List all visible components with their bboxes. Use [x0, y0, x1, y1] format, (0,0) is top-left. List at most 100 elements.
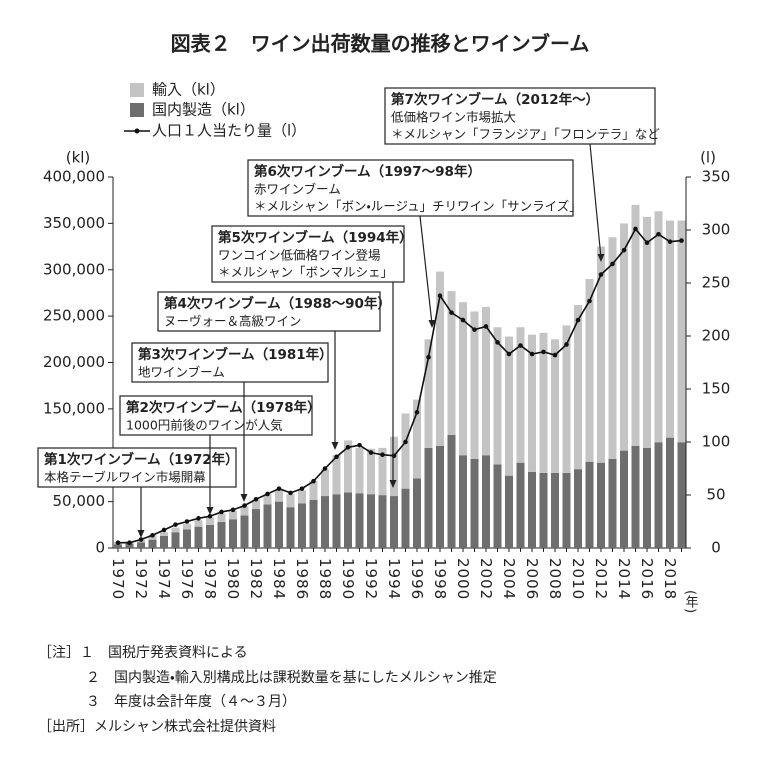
bar: [171, 532, 180, 548]
y2-tick-label: 150: [702, 380, 731, 398]
bar: [263, 504, 272, 548]
bar: [194, 526, 203, 548]
y-tick-label: 400,000: [43, 168, 105, 186]
bar: [562, 472, 571, 548]
annotation-text: ＊メルシャン「ボン・ルージュ」チリワイン「サンライズ」: [254, 199, 582, 214]
bar: [332, 494, 341, 548]
bar: [585, 279, 594, 462]
line-point: [380, 452, 385, 458]
x-unit: (年): [683, 590, 699, 613]
bar: [631, 204, 640, 446]
annotation-box: [211, 225, 405, 283]
line-point: [311, 478, 316, 484]
annotation-box: [119, 395, 313, 436]
bar: [286, 507, 295, 548]
line-point: [495, 340, 500, 345]
line-point: [667, 239, 673, 244]
annotation-title: 第2次ワインブーム（1978年）: [126, 399, 321, 416]
x-tick-label: 2004: [500, 558, 518, 600]
bar: [171, 527, 180, 533]
x-tick-label: 1980: [224, 558, 242, 600]
legend-label: 国内製造（kl）: [152, 101, 255, 119]
bar: [309, 499, 318, 548]
x-tick-label: 1986: [293, 558, 311, 600]
line-point: [575, 317, 581, 323]
bar: [585, 461, 594, 548]
y-tick-label: 150,000: [43, 399, 105, 417]
x-tick-label: 2010: [569, 558, 587, 600]
line-point: [449, 310, 454, 315]
y-tick-label: 0: [95, 539, 105, 557]
bar: [160, 535, 168, 548]
annotation-arrowhead: [206, 507, 214, 515]
y-tick-label: 50,000: [53, 492, 106, 510]
line-point: [610, 261, 615, 267]
bar: [505, 475, 513, 548]
bar: [493, 464, 502, 548]
bar: [344, 492, 352, 548]
line-point: [518, 343, 523, 348]
line-point: [161, 527, 167, 533]
bar: [355, 447, 364, 494]
x-tick-label: 1976: [178, 558, 196, 600]
x-tick-label: 1992: [362, 558, 380, 600]
line-point: [414, 410, 420, 415]
bar: [217, 522, 226, 548]
annotation-text: ヌーヴォー＆高級ワイン: [164, 314, 302, 329]
annotation-title: 第6次ワインブーム（1997〜98年）: [254, 163, 481, 180]
line-point: [506, 351, 512, 357]
bar: [574, 469, 582, 548]
x-tick-label: 2002: [477, 558, 495, 600]
bar: [677, 442, 686, 548]
bar: [378, 447, 387, 496]
bar: [206, 517, 214, 525]
annotation-text: 赤ワインブーム: [254, 182, 341, 197]
x-tick-label: 1988: [316, 558, 334, 600]
line-point: [138, 537, 144, 542]
annotation-box: [37, 447, 237, 488]
x-tick-label: 1990: [339, 558, 357, 600]
bar: [528, 334, 536, 472]
bar: [620, 450, 628, 548]
annotation-title: 第7次ワインブーム（2012年〜）: [391, 91, 599, 108]
bar: [551, 339, 559, 473]
x-tick-label: 2014: [615, 558, 633, 600]
bar: [298, 490, 306, 504]
note: ３ 年度は会計年度（４〜３月）: [86, 694, 296, 710]
y-tick-label: 350,000: [43, 214, 105, 232]
annotation-text: 1000円前後のワインが人気: [126, 418, 283, 433]
annotation-arrowhead: [331, 442, 339, 450]
bar: [206, 524, 214, 548]
bar: [401, 488, 410, 548]
bar: [597, 462, 605, 548]
bar: [597, 246, 605, 463]
bar: [643, 447, 651, 548]
bar: [516, 327, 525, 463]
line-point: [598, 272, 604, 277]
bar: [240, 506, 249, 516]
bar: [608, 237, 617, 459]
annotation-title: 第1次ワインブーム（1972年）: [44, 451, 239, 468]
bar: [275, 490, 283, 502]
bar: [654, 442, 663, 548]
bar: [309, 481, 318, 500]
bar: [367, 448, 375, 495]
annotation-box: [157, 291, 381, 332]
x-tick-label: 2018: [661, 558, 679, 600]
bar: [125, 543, 134, 548]
line-point: [472, 327, 477, 332]
annotation-text: 地ワインブーム: [138, 365, 225, 380]
chart-title: 図表２ ワイン出荷数量の推移とワインブーム: [171, 32, 590, 56]
bar: [551, 472, 559, 548]
x-tick-label: 1972: [132, 558, 150, 600]
line-point: [127, 540, 132, 545]
annotation-arrowhead: [597, 254, 605, 262]
y-tick-label: 250,000: [43, 307, 105, 325]
annotation-box: [131, 342, 329, 383]
y2-tick-label: 50: [706, 486, 725, 504]
bar: [137, 542, 145, 548]
line-point: [679, 238, 684, 243]
bar: [344, 440, 352, 493]
